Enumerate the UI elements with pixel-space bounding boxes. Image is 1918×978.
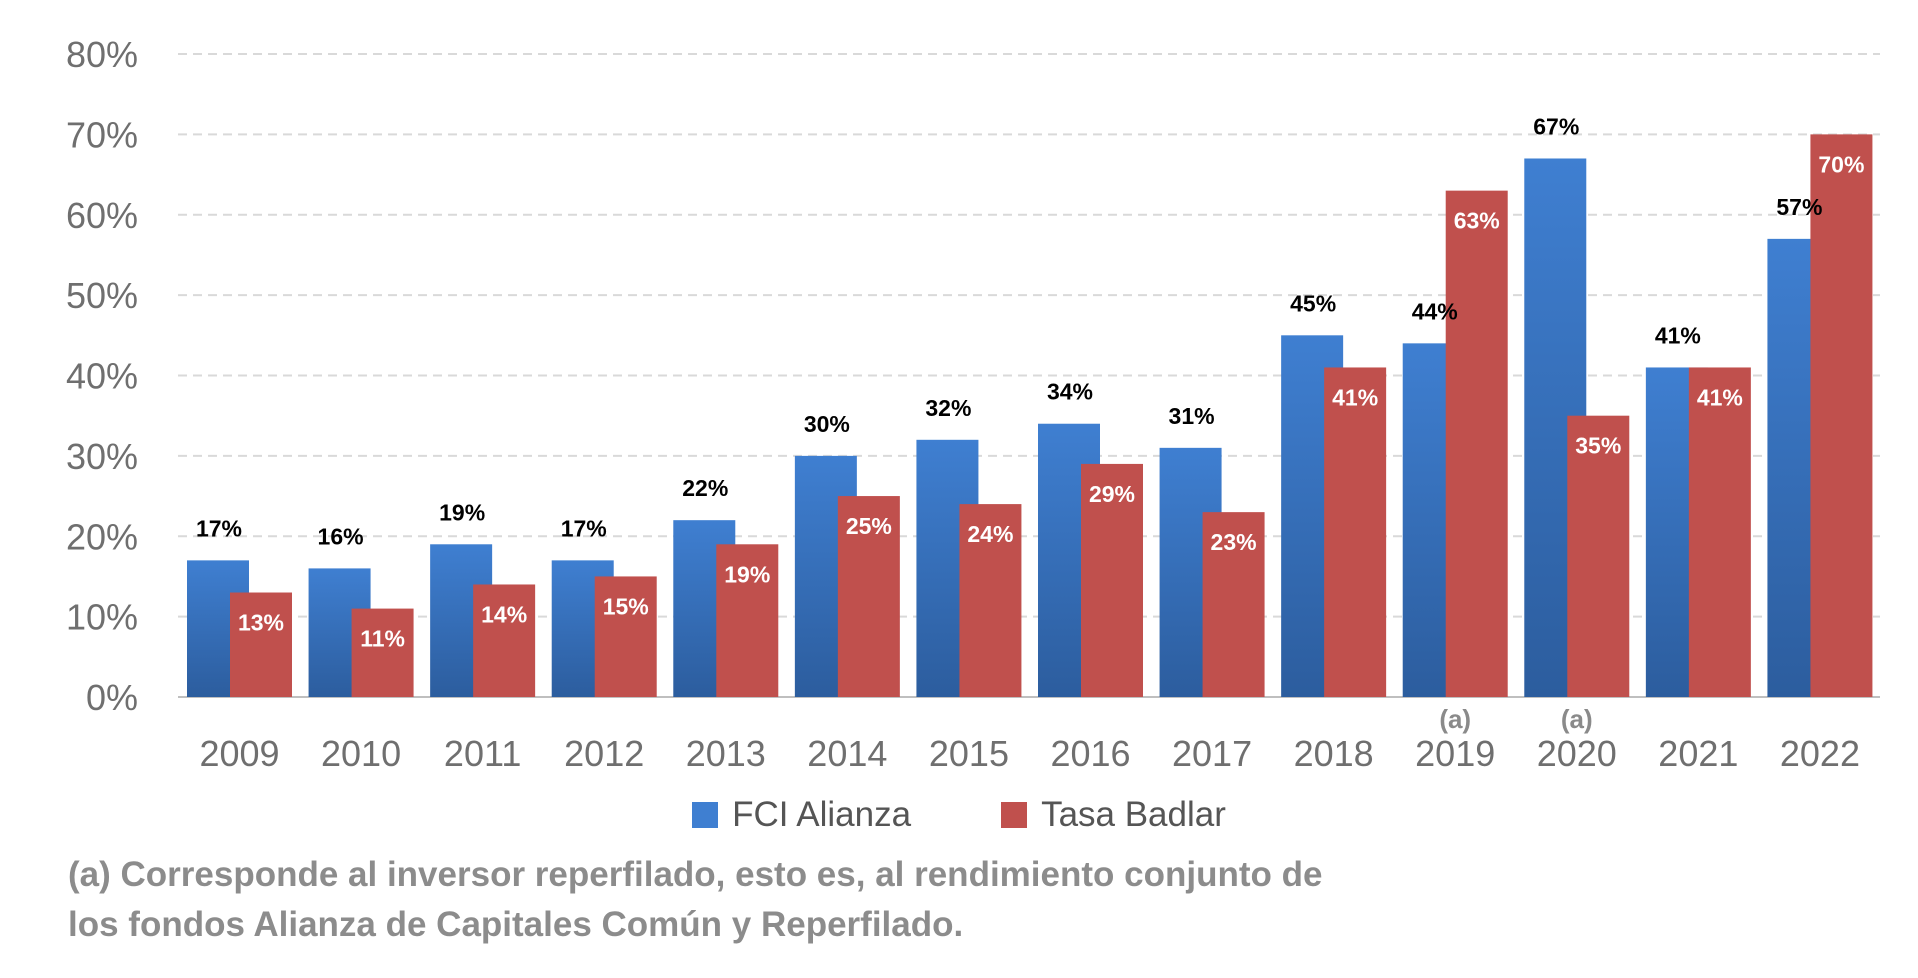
footnote-line-2: los fondos Alianza de Capitales Común y … xyxy=(68,905,964,944)
x-tick-label-2016: 2016 xyxy=(1050,733,1130,774)
data-label-fci-alianza-2022: 57% xyxy=(1776,194,1822,220)
x-tick-label-2010: 2010 xyxy=(321,733,401,774)
y-tick-label: 50% xyxy=(66,275,138,316)
data-label-tasa-badlar-2016: 29% xyxy=(1089,481,1135,507)
bar-chart-plot: 0%10%20%30%40%50%60%70%80% 17%13%16%11%1… xyxy=(66,34,1880,774)
bar-tasa-badlar-2016 xyxy=(1081,463,1143,697)
y-axis: 0% 10% 20% 30% 40% 50% 60% 70% 80% xyxy=(66,34,138,718)
data-label-tasa-badlar-2020: 35% xyxy=(1575,433,1621,459)
data-label-tasa-badlar-2013: 19% xyxy=(724,561,770,587)
legend-item-tasa-badlar[interactable]: Tasa Badlar xyxy=(1001,795,1226,835)
legend-label-tasa-badlar: Tasa Badlar xyxy=(1041,795,1226,834)
x-tick-label-2014: 2014 xyxy=(807,733,887,774)
bar-tasa-badlar-2020 xyxy=(1567,415,1630,697)
legend-swatch-fci-alianza xyxy=(692,802,719,828)
data-label-tasa-badlar-2022: 70% xyxy=(1818,151,1864,177)
data-label-fci-alianza-2016: 34% xyxy=(1047,379,1093,405)
x-tick-label-2018: 2018 xyxy=(1294,733,1374,774)
data-label-fci-alianza-2010: 16% xyxy=(318,523,364,549)
y-tick-label: 40% xyxy=(66,356,138,397)
y-tick-label: 60% xyxy=(66,195,138,236)
data-label-tasa-badlar-2017: 23% xyxy=(1211,529,1257,555)
bar-tasa-badlar-2021 xyxy=(1688,367,1751,697)
y-tick-label: 80% xyxy=(66,34,138,75)
data-label-tasa-badlar-2019: 63% xyxy=(1454,208,1500,234)
data-label-fci-alianza-2014: 30% xyxy=(804,411,850,437)
bar-tasa-badlar-2009 xyxy=(230,592,292,697)
footnote: (a) Corresponde al inversor reperfilado,… xyxy=(68,850,1468,950)
x-tick-label-2009: 2009 xyxy=(199,733,279,774)
x-tick-label-2021: 2021 xyxy=(1658,733,1738,774)
data-label-fci-alianza-2012: 17% xyxy=(561,515,607,541)
y-tick-label: 10% xyxy=(66,597,138,638)
data-label-fci-alianza-2021: 41% xyxy=(1655,322,1701,348)
x-tick-label-2012: 2012 xyxy=(564,733,644,774)
data-label-tasa-badlar-2014: 25% xyxy=(846,513,892,539)
data-label-fci-alianza-2019: 44% xyxy=(1412,298,1458,324)
bar-tasa-badlar-2010 xyxy=(351,608,414,697)
data-label-fci-alianza-2011: 19% xyxy=(439,499,485,525)
x-tick-label-2015: 2015 xyxy=(929,733,1009,774)
legend-item-fci-alianza[interactable]: FCI Alianza xyxy=(692,795,911,835)
legend: FCI Alianza Tasa Badlar xyxy=(0,790,1918,840)
bar-tasa-badlar-2012 xyxy=(594,576,657,697)
bar-tasa-badlar-2015 xyxy=(959,504,1022,697)
x-tick-label-2013: 2013 xyxy=(686,733,766,774)
annotation-2020: (a) xyxy=(1561,704,1593,734)
footnote-line-1: (a) Corresponde al inversor reperfilado,… xyxy=(68,855,1323,894)
legend-swatch-tasa-badlar xyxy=(1001,802,1028,828)
bar-tasa-badlar-2013 xyxy=(716,544,779,697)
bar-tasa-badlar-2022 xyxy=(1810,134,1873,697)
bar-tasa-badlar-2017 xyxy=(1202,512,1265,697)
x-axis: 2009 2010 2011 2012 2013 2014 2015 2016 2017 2018… xyxy=(199,704,1860,774)
data-label-tasa-badlar-2021: 41% xyxy=(1697,384,1743,410)
bar-tasa-badlar-2019 xyxy=(1445,190,1508,697)
data-label-tasa-badlar-2010: 11% xyxy=(360,626,405,652)
x-tick-label-2019: 2019 xyxy=(1415,733,1495,774)
x-tick-label-2020: 2020 xyxy=(1537,733,1617,774)
data-label-tasa-badlar-2018: 41% xyxy=(1332,384,1378,410)
y-tick-label: 30% xyxy=(66,436,138,477)
y-tick-label: 0% xyxy=(86,677,138,718)
data-label-tasa-badlar-2015: 24% xyxy=(967,521,1013,547)
data-label-tasa-badlar-2011: 14% xyxy=(481,601,527,627)
y-tick-label: 20% xyxy=(66,516,138,557)
data-labels: 17% 13% 16% 11% 19% 14% 17% 15% 22% 19% 30% 25% 32% 2… xyxy=(196,113,1864,651)
data-label-fci-alianza-2020: 67% xyxy=(1533,113,1579,139)
bars xyxy=(187,134,1873,698)
data-label-fci-alianza-2018: 45% xyxy=(1290,290,1336,316)
x-tick-label-2022: 2022 xyxy=(1780,733,1860,774)
x-tick-label-2011: 2011 xyxy=(444,733,521,774)
bar-tasa-badlar-2011 xyxy=(473,584,536,697)
data-label-fci-alianza-2013: 22% xyxy=(682,475,728,501)
bar-tasa-badlar-2014 xyxy=(837,496,900,697)
bar-tasa-badlar-2018 xyxy=(1324,367,1387,697)
data-label-tasa-badlar-2012: 15% xyxy=(603,593,649,619)
data-label-fci-alianza-2009: 17% xyxy=(196,515,242,541)
x-tick-label-2017: 2017 xyxy=(1172,733,1252,774)
annotation-2019: (a) xyxy=(1439,704,1471,734)
y-tick-label: 70% xyxy=(66,114,138,155)
data-label-fci-alianza-2015: 32% xyxy=(925,395,971,421)
data-label-tasa-badlar-2009: 13% xyxy=(238,610,284,636)
legend-label-fci-alianza: FCI Alianza xyxy=(732,795,912,834)
data-label-fci-alianza-2017: 31% xyxy=(1169,403,1215,429)
